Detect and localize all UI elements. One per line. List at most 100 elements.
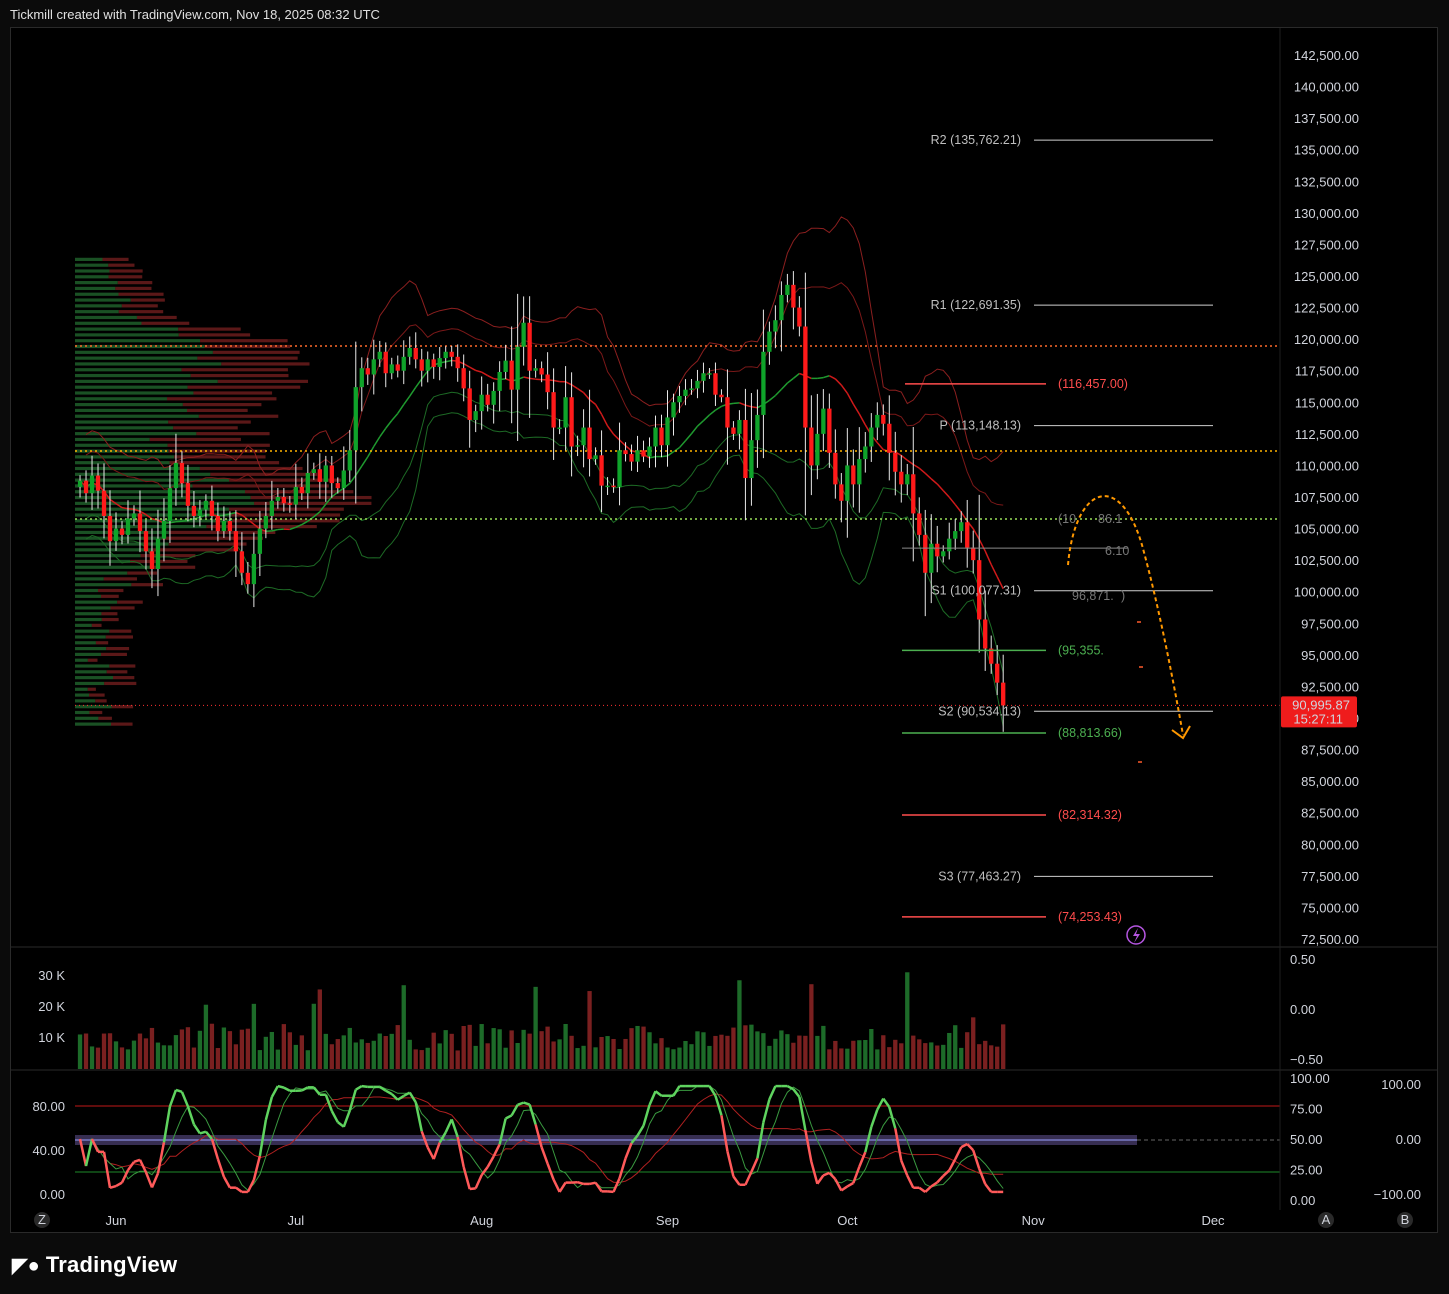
volume-bar bbox=[569, 1035, 574, 1069]
profile-bar-up bbox=[75, 263, 109, 267]
osc-main-segment bbox=[480, 1166, 489, 1176]
toolbar-button[interactable] bbox=[1397, 1212, 1413, 1228]
profile-bar-up bbox=[75, 693, 90, 697]
volume-bar bbox=[125, 1049, 131, 1069]
candle-body bbox=[659, 427, 664, 446]
volume-bar bbox=[587, 991, 592, 1069]
candle bbox=[263, 502, 269, 539]
time-tick-label: Aug bbox=[470, 1213, 493, 1228]
candle bbox=[425, 351, 430, 383]
candle bbox=[521, 296, 526, 366]
candle-body bbox=[539, 368, 544, 375]
osc-right-tick: −100.00 bbox=[1374, 1187, 1421, 1202]
profile-bar-up bbox=[75, 281, 118, 285]
volume-bar bbox=[545, 1026, 550, 1069]
candle bbox=[317, 453, 322, 499]
profile-bar-up bbox=[75, 513, 232, 517]
candle bbox=[971, 530, 976, 574]
time-axis[interactable]: Jun Jul Aug Sep Oct Nov Dec Z A B bbox=[34, 1212, 1413, 1228]
candle-body bbox=[467, 388, 472, 420]
osc-main-segment bbox=[403, 1091, 411, 1098]
volume-bar bbox=[305, 1050, 310, 1069]
profile-bar-down bbox=[105, 635, 133, 639]
candle-body bbox=[443, 351, 448, 359]
volume-bar bbox=[485, 1043, 490, 1069]
profile-bar-up bbox=[75, 315, 137, 320]
volume-bar bbox=[677, 1047, 682, 1069]
candle-body bbox=[95, 475, 101, 491]
moving-average-segment bbox=[619, 439, 627, 447]
candle bbox=[719, 389, 724, 403]
toolbar-button-label[interactable]: A bbox=[1322, 1212, 1331, 1227]
price-tick-label: 137,500.00 bbox=[1294, 111, 1359, 126]
price-axis[interactable]: 142,500.00 140,000.00 137,500.00 135,000.00… bbox=[1281, 48, 1359, 947]
volume-bar bbox=[293, 1044, 298, 1069]
candle-body bbox=[425, 359, 430, 371]
volume-bar bbox=[233, 1044, 239, 1069]
candles[interactable] bbox=[77, 271, 1006, 732]
candle bbox=[683, 379, 688, 406]
profile-bar-up bbox=[75, 373, 191, 378]
volume-bar bbox=[425, 1047, 430, 1069]
volume-bar bbox=[935, 1045, 940, 1069]
candle-body bbox=[257, 528, 263, 554]
volume-bar bbox=[323, 1033, 328, 1069]
price-tick-label: 125,000.00 bbox=[1294, 269, 1359, 284]
pivot-label: S3 (77,463.27) bbox=[938, 869, 1021, 883]
toolbar-button-label[interactable]: Z bbox=[38, 1212, 46, 1227]
moving-average-segment bbox=[481, 371, 489, 377]
osc-mid-tick: 0.00 bbox=[1290, 1193, 1315, 1208]
toolbar-button-label[interactable]: B bbox=[1401, 1212, 1410, 1227]
candle bbox=[917, 497, 922, 546]
osc-main-segment bbox=[534, 1124, 543, 1148]
profile-bar-up bbox=[75, 362, 222, 366]
osc-main-segment bbox=[708, 1085, 717, 1097]
moving-average-segment bbox=[193, 516, 201, 520]
profile-bar-up bbox=[75, 495, 251, 500]
candle-body bbox=[581, 427, 586, 446]
candle-body bbox=[317, 469, 322, 482]
profile-bar-down bbox=[87, 658, 98, 662]
moving-average-segment bbox=[331, 491, 339, 498]
candle bbox=[125, 500, 131, 544]
candle bbox=[89, 455, 95, 510]
candle bbox=[431, 353, 436, 379]
profile-bar-up bbox=[75, 455, 175, 459]
osc-main-segment bbox=[498, 1118, 507, 1145]
candle bbox=[779, 281, 784, 352]
projection-arrow-head bbox=[1171, 725, 1191, 740]
moving-average-segment bbox=[834, 378, 842, 386]
osc-main-segment bbox=[258, 1119, 268, 1157]
candle bbox=[395, 355, 400, 378]
candle-body bbox=[947, 538, 952, 552]
candle-body bbox=[821, 408, 826, 434]
candle bbox=[815, 393, 820, 480]
osc-main-segment bbox=[312, 1086, 321, 1096]
moving-average-segment bbox=[649, 455, 656, 459]
osc-main-segment bbox=[126, 1161, 135, 1171]
osc-main-segment bbox=[642, 1104, 651, 1127]
toolbar-button[interactable] bbox=[34, 1212, 50, 1228]
volume-bar bbox=[827, 1049, 832, 1069]
profile-bar-down bbox=[127, 571, 157, 575]
toolbar-button[interactable] bbox=[1318, 1212, 1334, 1228]
osc-main-segment bbox=[379, 1085, 387, 1092]
volume-right-tick: 0.00 bbox=[1290, 1002, 1315, 1017]
time-tick-label: Nov bbox=[1022, 1213, 1046, 1228]
volume-bar bbox=[539, 1031, 544, 1069]
moving-average-segment bbox=[942, 490, 950, 498]
profile-bar-up bbox=[75, 368, 182, 372]
candle-body bbox=[875, 414, 880, 428]
volume-bar bbox=[353, 1042, 358, 1069]
moving-average-segment bbox=[739, 402, 746, 406]
candle-body bbox=[377, 351, 382, 360]
profile-bar-down bbox=[103, 577, 137, 581]
volume-bar bbox=[263, 1036, 269, 1069]
volume-bar bbox=[101, 1033, 107, 1069]
profile-bar-down bbox=[108, 275, 143, 279]
profile-bar-up bbox=[75, 658, 88, 662]
volume-bar bbox=[317, 989, 322, 1069]
candle bbox=[113, 512, 119, 551]
moving-average-segment bbox=[840, 384, 848, 394]
